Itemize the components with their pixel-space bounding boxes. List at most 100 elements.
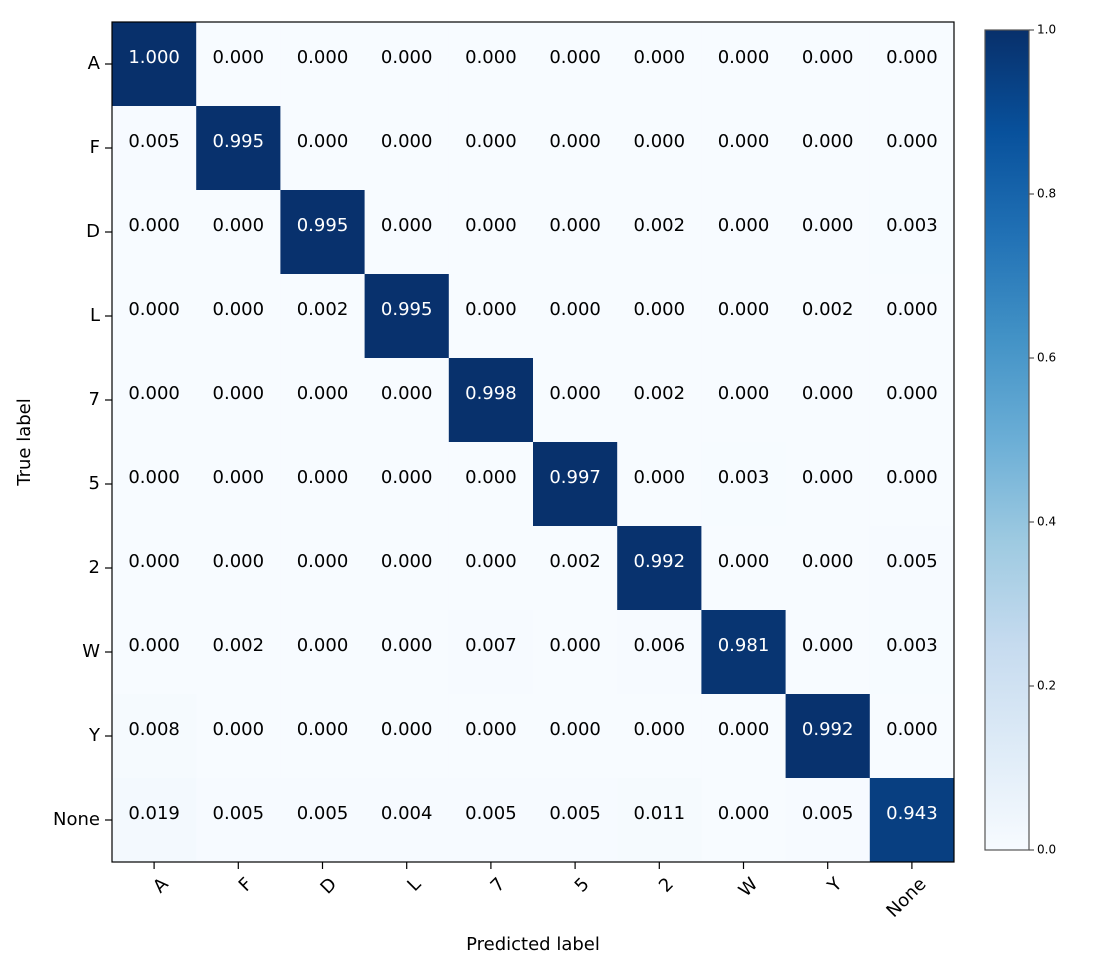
cell-value-label: 0.005 [465,803,517,824]
cell-value-label: 0.000 [128,467,180,488]
cell-value-label: 0.000 [381,383,433,404]
cell-value-label: 0.000 [128,299,180,320]
cell-value-label: 0.000 [549,131,601,152]
heatmap-cell [280,106,366,191]
heatmap-cell [533,190,618,275]
heatmap-cell [196,778,281,863]
cell-value-label: 0.000 [128,551,180,572]
heatmap-cell [196,22,281,107]
heatmap-cell [448,778,534,863]
y-tick-label: 2 [89,557,100,578]
y-tick-label: 7 [89,389,100,410]
cell-value-label: 0.000 [465,131,517,152]
colorbar-tick-label: 0.4 [1037,515,1056,529]
y-tick-label: W [82,641,100,662]
heatmap-cell [280,274,366,359]
heatmap-cell [196,358,281,443]
heatmap-cell [869,526,955,611]
heatmap-cell [617,190,702,275]
heatmap-cell [533,526,618,611]
cell-value-label: 0.000 [718,719,770,740]
cell-value-label: 0.997 [549,467,601,488]
heatmap-cell [869,694,955,779]
heatmap-cell [112,442,197,527]
heatmap-cell [364,358,450,443]
heatmap-cell [701,22,787,107]
heatmap-cell [448,610,534,695]
cell-value-label: 0.002 [549,551,601,572]
heatmap-cell [701,694,787,779]
heatmap-cell [364,778,450,863]
cell-value-label: 0.002 [634,383,686,404]
plot-frame [111,21,955,863]
heatmap-cell [869,190,955,275]
x-tick-label: A [149,873,173,897]
cell-value-label: 0.000 [297,383,349,404]
cell-value-label: 0.000 [213,383,265,404]
cell-value-label: 0.000 [297,719,349,740]
heatmap-cell [533,778,618,863]
cell-value-label: 0.000 [381,47,433,68]
heatmap-cell [701,358,787,443]
cell-value-label: 0.000 [297,467,349,488]
heatmap-cell [785,274,871,359]
cell-value-label: 0.000 [549,719,601,740]
cell-value-labels: 1.000 0.000 0.000 0.000 0.000 0.000 0.000 0.000… [128,47,937,824]
heatmap-cell [112,778,197,863]
cell-value-label: 0.000 [718,551,770,572]
cell-value-label: 0.000 [381,635,433,656]
cell-value-label: 0.000 [213,47,265,68]
cell-value-label: 0.002 [802,299,854,320]
heatmap-cell [533,442,618,527]
colorbar-tick-label: 0.0 [1037,843,1056,857]
cell-value-label: 0.000 [213,719,265,740]
heatmap-cell [617,694,702,779]
cell-value-label: 0.000 [381,131,433,152]
x-tick-label: 2 [655,874,678,897]
cell-value-label: 0.995 [297,215,349,236]
heatmap-cell [448,694,534,779]
heatmap-cell [112,190,197,275]
heatmap-cell [533,694,618,779]
cell-value-label: 0.000 [718,299,770,320]
heatmap-cell [364,190,450,275]
heatmap-cell [448,274,534,359]
colorbar-tick-label: 1.0 [1037,23,1056,37]
heatmap-cell [701,106,787,191]
cell-value-label: 0.000 [634,47,686,68]
cell-value-label: 0.000 [886,383,938,404]
cell-value-label: 0.000 [213,467,265,488]
heatmap-cell [364,610,450,695]
cell-value-label: 0.000 [802,383,854,404]
x-axis-ticks: A F D L 7 5 2 W Y None [149,862,930,922]
heatmap-cell [785,694,871,779]
cell-value-label: 0.000 [886,131,938,152]
heatmap-cell [280,778,366,863]
cell-value-label: 0.003 [886,215,938,236]
cell-value-label: 0.003 [886,635,938,656]
colorbar-tick-label: 0.8 [1037,187,1056,201]
heatmap-cell [280,694,366,779]
heatmap-cell [448,358,534,443]
heatmap-cell [785,778,871,863]
heatmap-cell [112,526,197,611]
heatmap-cell [617,610,702,695]
heatmap-cell [533,610,618,695]
heatmap-cells [112,22,955,863]
cell-value-label: 0.000 [128,383,180,404]
heatmap-cell [617,778,702,863]
cell-value-label: 0.000 [465,215,517,236]
x-tick-label: D [316,874,341,899]
cell-value-label: 0.981 [718,635,770,656]
cell-value-label: 0.000 [213,551,265,572]
heatmap-cell [280,442,366,527]
cell-value-label: 0.998 [465,383,517,404]
heatmap-cell [785,526,871,611]
cell-value-label: 0.006 [634,635,686,656]
heatmap-cell [533,22,618,107]
cell-value-label: 0.004 [381,803,433,824]
cell-value-label: 1.000 [128,47,180,68]
heatmap-cell [701,778,787,863]
heatmap-cell [196,190,281,275]
heatmap-cell [785,358,871,443]
